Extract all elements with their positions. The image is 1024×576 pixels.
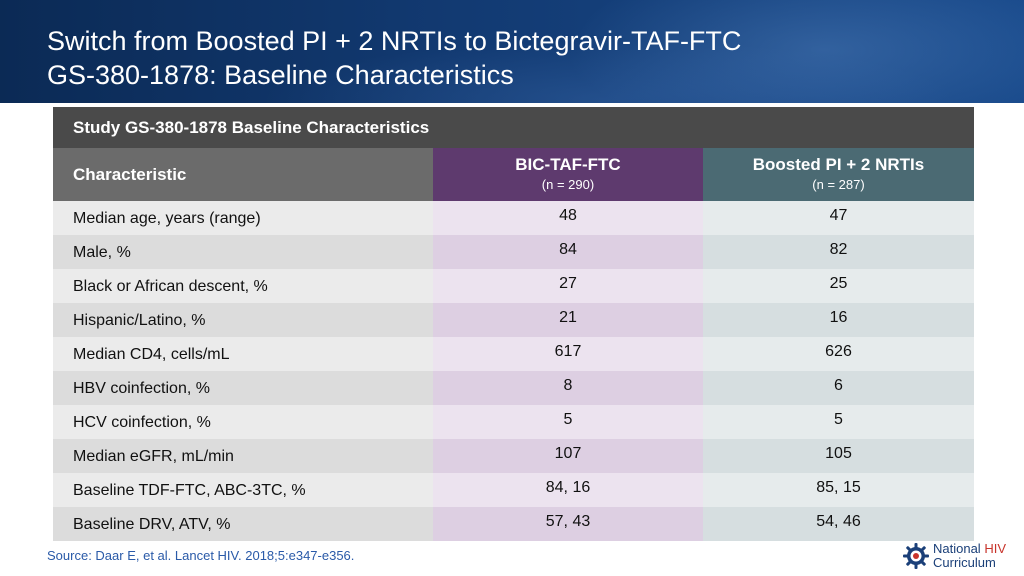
row-col2-value: 54, 46: [703, 507, 974, 541]
table-row: HBV coinfection, % 8 6: [53, 371, 974, 405]
nhc-logo: National HIV Curriculum: [902, 541, 1012, 571]
header-characteristic: Characteristic: [53, 148, 433, 201]
header-col2-name: Boosted PI + 2 NRTIs: [752, 155, 925, 174]
table-row: Median CD4, cells/mL 617 626: [53, 337, 974, 371]
row-label: Baseline DRV, ATV, %: [53, 507, 433, 541]
table-row: Median eGFR, mL/min 107 105: [53, 439, 974, 473]
row-col2-value: 6: [703, 371, 974, 405]
row-label: Median eGFR, mL/min: [53, 439, 433, 473]
row-label: Median age, years (range): [53, 201, 433, 235]
source-citation: Source: Daar E, et al. Lancet HIV. 2018;…: [47, 548, 355, 563]
row-col1-value: 107: [433, 439, 703, 473]
row-label: HBV coinfection, %: [53, 371, 433, 405]
row-label: HCV coinfection, %: [53, 405, 433, 439]
table-row: HCV coinfection, % 5 5: [53, 405, 974, 439]
header-col1-name: BIC-TAF-FTC: [515, 155, 621, 174]
row-label: Median CD4, cells/mL: [53, 337, 433, 371]
table-header-row: Characteristic BIC-TAF-FTC (n = 290) Boo…: [53, 148, 974, 201]
row-col1-value: 84: [433, 235, 703, 269]
row-col1-value: 21: [433, 303, 703, 337]
row-col2-value: 25: [703, 269, 974, 303]
header-col1-n: (n = 290): [541, 177, 595, 192]
header-decoration: [564, 0, 1024, 103]
row-col2-value: 626: [703, 337, 974, 371]
table-row: Baseline DRV, ATV, % 57, 43 54, 46: [53, 507, 974, 541]
row-col2-value: 47: [703, 201, 974, 235]
row-col2-value: 82: [703, 235, 974, 269]
table-title: Study GS-380-1878 Baseline Characteristi…: [53, 107, 974, 148]
table-row: Median age, years (range) 48 47: [53, 201, 974, 235]
baseline-table: Study GS-380-1878 Baseline Characteristi…: [53, 107, 974, 541]
row-col1-value: 48: [433, 201, 703, 235]
row-col2-value: 16: [703, 303, 974, 337]
row-col1-value: 84, 16: [433, 473, 703, 507]
logo-line1: National HIV: [933, 542, 1006, 556]
gear-icon: [903, 543, 929, 569]
logo-line2: Curriculum: [933, 555, 996, 570]
table-row: Black or African descent, % 27 25: [53, 269, 974, 303]
table-row: Male, % 84 82: [53, 235, 974, 269]
table-row: Hispanic/Latino, % 21 16: [53, 303, 974, 337]
row-label: Hispanic/Latino, %: [53, 303, 433, 337]
row-col1-value: 617: [433, 337, 703, 371]
row-col1-value: 5: [433, 405, 703, 439]
row-label: Black or African descent, %: [53, 269, 433, 303]
page-title-line1: Switch from Boosted PI + 2 NRTIs to Bict…: [47, 26, 742, 56]
page-title: Switch from Boosted PI + 2 NRTIs to Bict…: [47, 24, 741, 92]
header-col2-n: (n = 287): [812, 177, 865, 192]
row-col1-value: 8: [433, 371, 703, 405]
logo-word-hiv: HIV: [984, 541, 1006, 556]
row-col2-value: 5: [703, 405, 974, 439]
logo-word-national: National: [933, 541, 981, 556]
page-title-line2: GS-380-1878: Baseline Characteristics: [47, 60, 514, 90]
header-boosted-pi: Boosted PI + 2 NRTIs (n = 287): [703, 148, 974, 201]
row-col1-value: 57, 43: [433, 507, 703, 541]
row-col2-value: 105: [703, 439, 974, 473]
header-bic-taf-ftc: BIC-TAF-FTC (n = 290): [433, 148, 703, 201]
row-col1-value: 27: [433, 269, 703, 303]
row-label: Baseline TDF-FTC, ABC-3TC, %: [53, 473, 433, 507]
row-label: Male, %: [53, 235, 433, 269]
table-row: Baseline TDF-FTC, ABC-3TC, % 84, 16 85, …: [53, 473, 974, 507]
row-col2-value: 85, 15: [703, 473, 974, 507]
slide-header: Switch from Boosted PI + 2 NRTIs to Bict…: [0, 0, 1024, 103]
